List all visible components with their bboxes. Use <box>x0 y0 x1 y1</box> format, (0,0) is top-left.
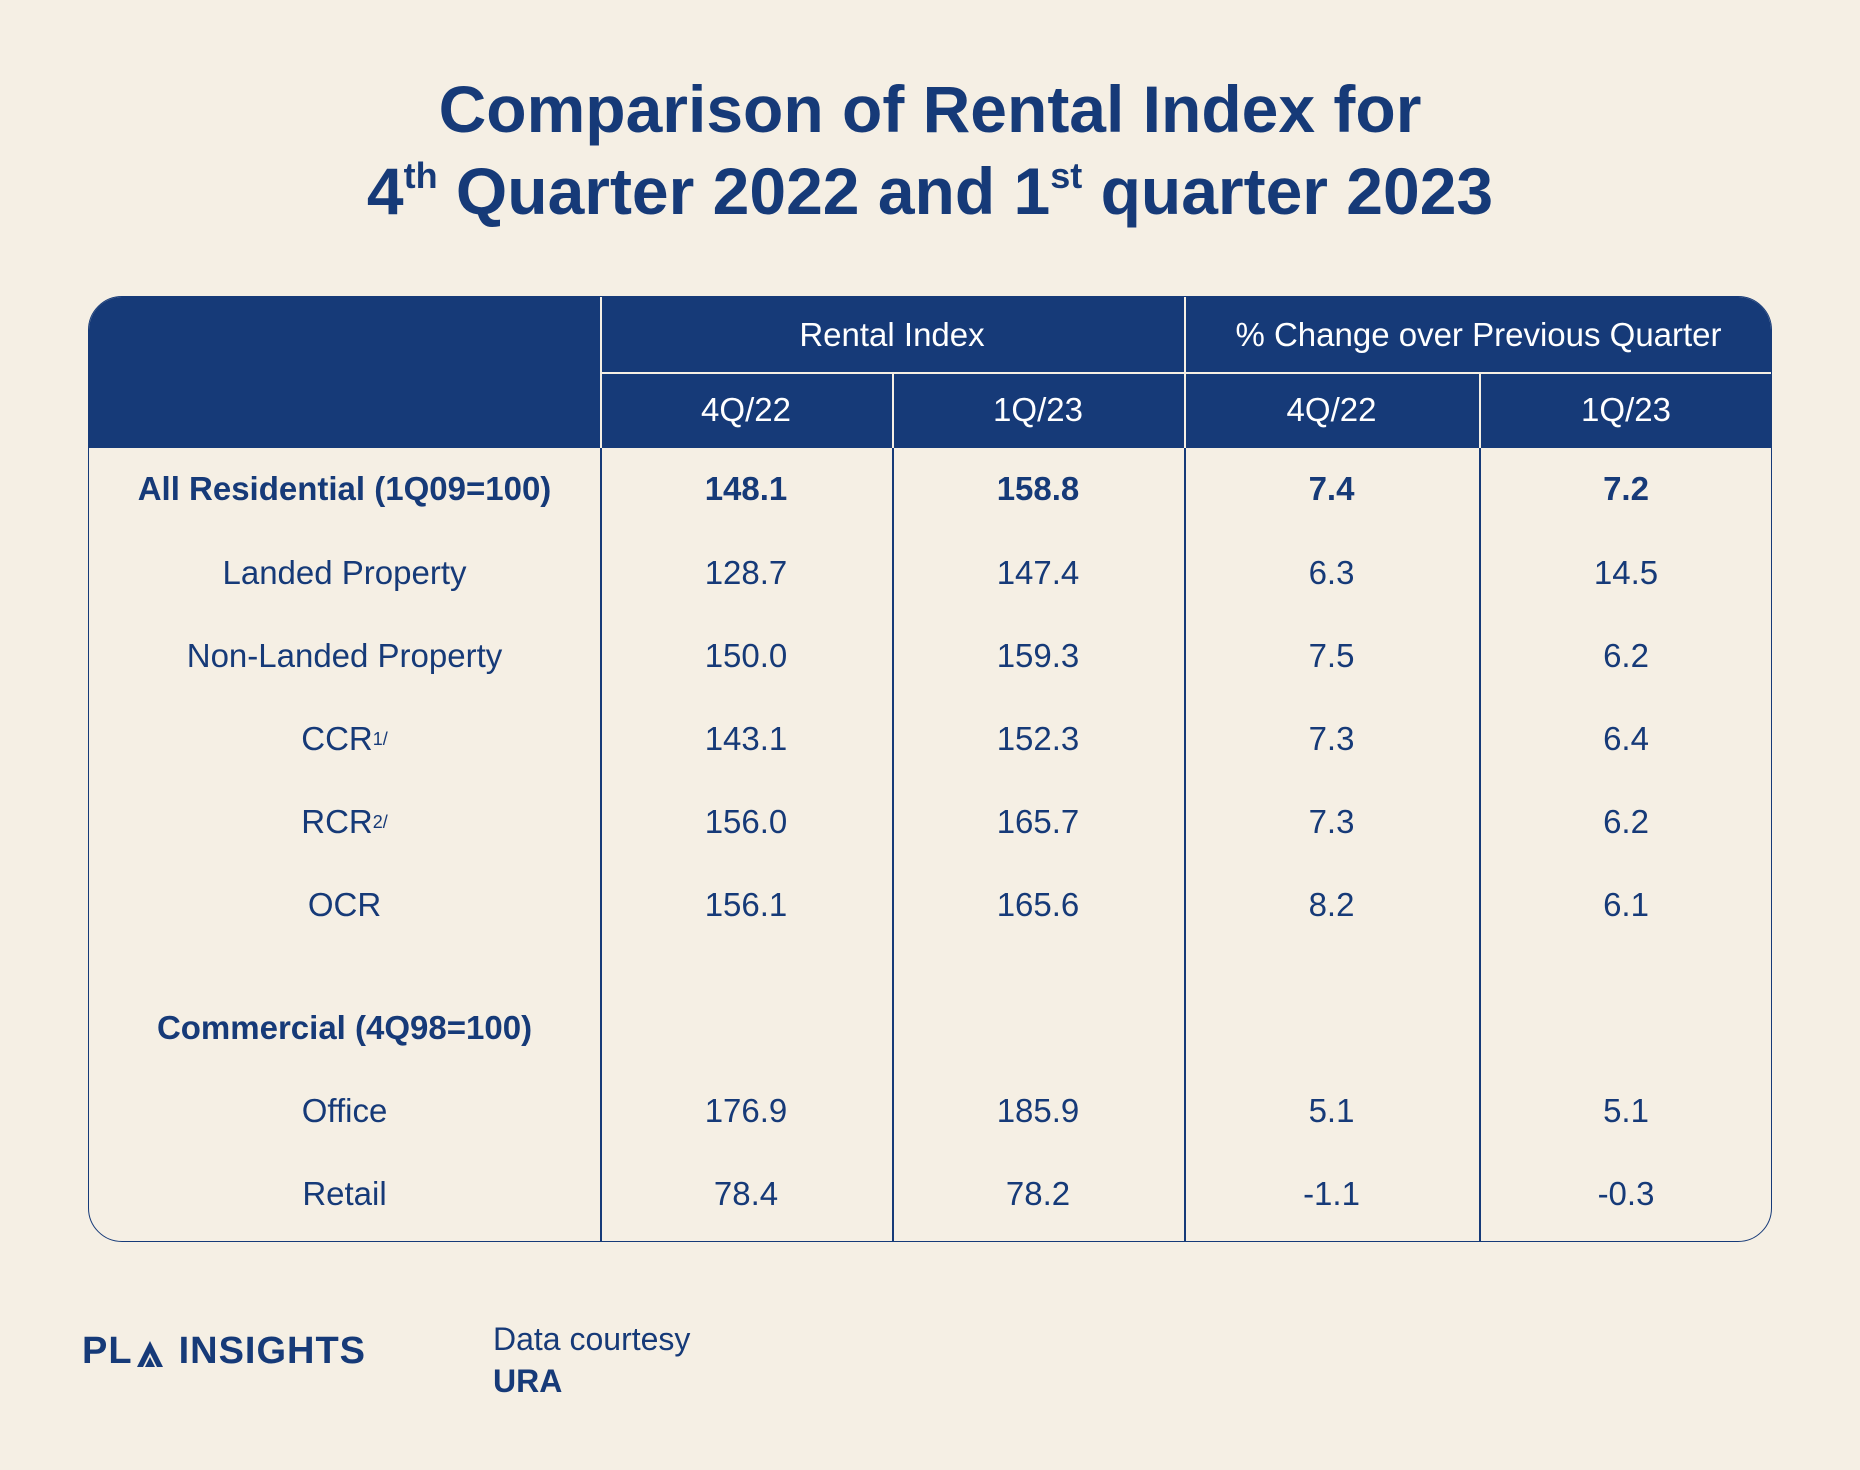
row-label: Retail <box>302 1175 387 1212</box>
table-cell: 143.1 <box>704 720 788 757</box>
row-label: Landed Property <box>222 554 467 591</box>
table-cell: 148.1 <box>704 470 788 507</box>
table-cell: 6.3 <box>1308 554 1355 591</box>
table-cell: 152.3 <box>996 720 1080 757</box>
column-divider <box>1184 448 1186 1241</box>
table-cell: 6.2 <box>1603 637 1649 674</box>
table-cell: 159.3 <box>996 637 1080 674</box>
credit-line: Data courtesy <box>493 1321 691 1357</box>
column-divider <box>600 448 602 1241</box>
table-cell: 6.2 <box>1603 803 1649 840</box>
table-cell: 7.5 <box>1308 637 1355 674</box>
table-cell: 14.5 <box>1593 554 1659 591</box>
row-label: OCR <box>307 886 382 923</box>
column-divider <box>892 448 894 1241</box>
table-cell: 78.4 <box>713 1175 779 1212</box>
credit-source: URA <box>493 1363 563 1399</box>
table-cell: -0.3 <box>1597 1175 1655 1212</box>
row-label: All Residential (1Q09=100) <box>137 470 552 507</box>
arrow-mark-icon <box>136 1340 163 1367</box>
table-cell: 165.7 <box>996 803 1080 840</box>
table-cell: 5.1 <box>1603 1092 1649 1129</box>
group-header: Rental Index <box>799 315 985 353</box>
header-divider <box>1479 372 1481 448</box>
table-cell: 176.9 <box>704 1092 788 1129</box>
table-cell: 150.0 <box>704 637 788 674</box>
row-label: Non-Landed Property <box>186 637 503 674</box>
table-cell: 147.4 <box>996 554 1080 591</box>
group-header: % Change over Previous Quarter <box>1235 315 1722 353</box>
column-header: 4Q/22 <box>701 391 791 428</box>
table-cell: 8.2 <box>1308 886 1355 923</box>
data-credit: Data courtesy URA <box>493 1318 690 1402</box>
page-title: Comparison of Rental Index for 4th Quart… <box>0 68 1860 232</box>
table-cell: 6.1 <box>1603 886 1649 923</box>
table-cell: 7.3 <box>1308 720 1355 757</box>
table-cell: 7.3 <box>1308 803 1355 840</box>
row-label: Commercial (4Q98=100) <box>156 1009 533 1046</box>
table-cell: 165.6 <box>996 886 1080 923</box>
row-label: CCR 1/ <box>301 720 388 757</box>
title-line-2: 4th Quarter 2022 and 1st quarter 2023 <box>366 154 1494 228</box>
table-cell: 156.1 <box>704 886 788 923</box>
pl-insights-logo: PL INSIGHTS <box>82 1330 367 1372</box>
title-line-1: Comparison of Rental Index for <box>438 72 1422 146</box>
row-label: Office <box>301 1092 388 1129</box>
table-cell: 5.1 <box>1308 1092 1355 1129</box>
column-header: 4Q/22 <box>1286 391 1377 428</box>
column-divider <box>1479 448 1481 1241</box>
table-cell: -1.1 <box>1303 1175 1360 1212</box>
row-label: RCR 2/ <box>301 803 388 840</box>
table-cell: 78.2 <box>1005 1175 1071 1212</box>
column-header: 1Q/23 <box>993 391 1083 428</box>
table-cell: 7.2 <box>1603 470 1649 507</box>
table-cell: 6.4 <box>1603 720 1649 757</box>
header-divider <box>892 372 894 448</box>
table-cell: 7.4 <box>1308 470 1355 507</box>
rental-index-table: Rental Index % Change over Previous Quart… <box>88 296 1772 1242</box>
table-cell: 156.0 <box>704 803 788 840</box>
table-cell: 185.9 <box>996 1092 1080 1129</box>
header-row-divider <box>600 372 1771 374</box>
table-cell: 128.7 <box>704 554 788 591</box>
table-cell: 158.8 <box>996 470 1080 507</box>
column-header: 1Q/23 <box>1581 391 1671 428</box>
